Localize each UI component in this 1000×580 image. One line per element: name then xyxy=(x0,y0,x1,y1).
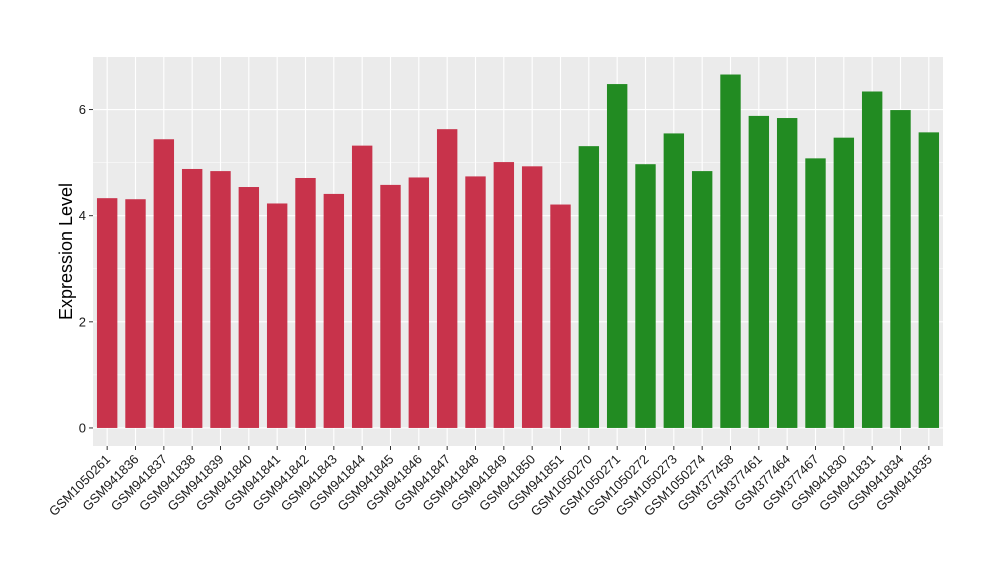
bar xyxy=(125,199,146,428)
y-axis: 0 2 4 6 xyxy=(79,102,93,435)
bar xyxy=(153,139,175,428)
bar xyxy=(295,177,316,428)
bar xyxy=(380,184,401,428)
bar xyxy=(521,166,543,428)
bar xyxy=(351,145,373,428)
y-tick-label: 0 xyxy=(79,420,86,435)
bar xyxy=(635,164,656,428)
bar xyxy=(550,204,571,428)
bar xyxy=(720,74,741,428)
bar xyxy=(436,129,458,428)
bar xyxy=(606,84,628,428)
x-axis: GSM1050261GSM941836GSM941837GSM941838GSM… xyxy=(46,446,935,519)
bar xyxy=(181,168,203,428)
bar xyxy=(266,203,288,428)
bar xyxy=(408,177,430,428)
bars xyxy=(96,74,940,428)
bar xyxy=(776,118,798,428)
plot-panel xyxy=(93,57,943,446)
y-tick-label: 2 xyxy=(79,314,86,329)
bar xyxy=(238,187,260,428)
y-tick-label: 6 xyxy=(79,102,86,117)
bar xyxy=(691,171,713,428)
bar xyxy=(465,176,486,428)
bar xyxy=(861,91,883,428)
y-axis-title: Expression Level xyxy=(56,183,76,320)
bar xyxy=(96,198,118,428)
bar xyxy=(805,158,826,428)
bar xyxy=(918,132,940,428)
bar xyxy=(323,193,345,428)
bar xyxy=(833,137,855,428)
bar xyxy=(493,162,515,428)
bar xyxy=(663,133,685,428)
bar xyxy=(748,115,770,428)
bar xyxy=(578,146,600,428)
bar xyxy=(890,110,911,428)
bar xyxy=(210,171,231,428)
y-tick-label: 4 xyxy=(79,208,86,223)
grid-minor xyxy=(93,162,943,376)
